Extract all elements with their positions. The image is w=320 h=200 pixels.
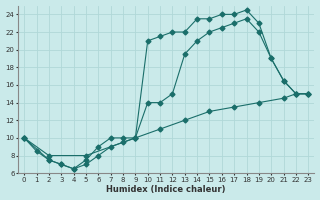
- X-axis label: Humidex (Indice chaleur): Humidex (Indice chaleur): [107, 185, 226, 194]
